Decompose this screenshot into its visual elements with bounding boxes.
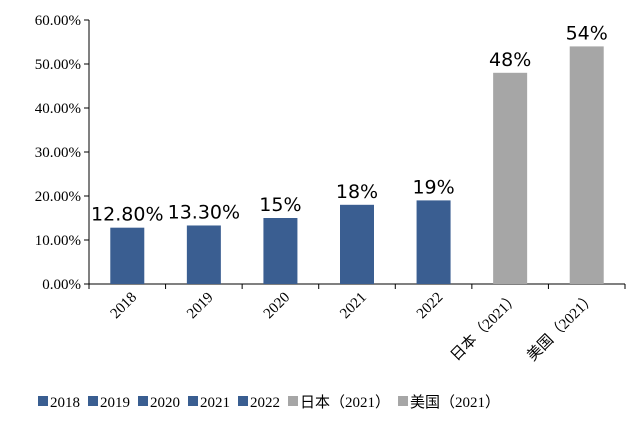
legend-swatch xyxy=(188,396,198,406)
bar xyxy=(416,200,451,284)
bar xyxy=(186,225,221,284)
y-tick-label: 0.00% xyxy=(42,277,81,293)
x-tick-label: 美国（2021） xyxy=(524,289,600,365)
legend-swatch xyxy=(238,396,248,406)
legend-label: 2019 xyxy=(100,395,130,411)
legend-swatch xyxy=(88,396,98,406)
x-tick-label: 2020 xyxy=(261,290,294,323)
legend-label: 2018 xyxy=(50,395,80,411)
legend-swatch xyxy=(398,396,409,406)
legend-label: 2021 xyxy=(200,395,230,411)
legend-label: 美国（2021） xyxy=(410,394,500,411)
y-tick-label: 20.00% xyxy=(35,189,81,205)
legend-swatch xyxy=(288,396,298,406)
data-label: 19% xyxy=(412,176,454,198)
legend-label: 2020 xyxy=(150,395,180,411)
x-tick-labels: 2018 2019 2020 2021 2022 日本（2021） 美国（2021） xyxy=(108,289,600,365)
bar xyxy=(340,204,374,284)
data-label: 54% xyxy=(566,22,608,44)
y-tick-label: 60.00% xyxy=(35,13,81,29)
x-tick-label: 2022 xyxy=(414,290,447,323)
y-tick-label: 40.00% xyxy=(35,101,81,117)
y-tick-label: 50.00% xyxy=(35,57,81,73)
legend-label: 2022 xyxy=(250,395,280,411)
x-tick-label: 2019 xyxy=(184,290,217,323)
y-tick-label: 10.00% xyxy=(35,233,81,249)
legend: 2018 2019 2020 2021 2022 日本（2021） 美国（2021） xyxy=(38,394,500,411)
legend-swatch xyxy=(138,396,148,406)
data-label: 48% xyxy=(489,49,531,71)
data-label: 12.80% xyxy=(91,204,163,226)
data-labels: 12.80% 13.30% 15% 18% 19% 48% 54% xyxy=(91,22,608,225)
x-tick-label: 2021 xyxy=(337,290,370,323)
data-label: 13.30% xyxy=(168,201,240,223)
bar xyxy=(263,218,298,284)
data-label: 18% xyxy=(336,181,378,203)
bars xyxy=(110,46,604,285)
legend-label: 日本（2021） xyxy=(300,394,390,411)
bar xyxy=(110,227,145,284)
axes: 0.00% 10.00% 20.00% 30.00% 40.00% 50.00% 60.00… xyxy=(35,13,626,293)
x-tick-label: 日本（2021） xyxy=(447,289,523,365)
bar xyxy=(493,72,528,284)
x-tick-label: 2018 xyxy=(108,290,141,323)
data-label: 15% xyxy=(259,194,301,216)
y-tick-label: 30.00% xyxy=(35,145,81,161)
legend-swatch xyxy=(38,396,48,406)
bar xyxy=(569,46,604,285)
